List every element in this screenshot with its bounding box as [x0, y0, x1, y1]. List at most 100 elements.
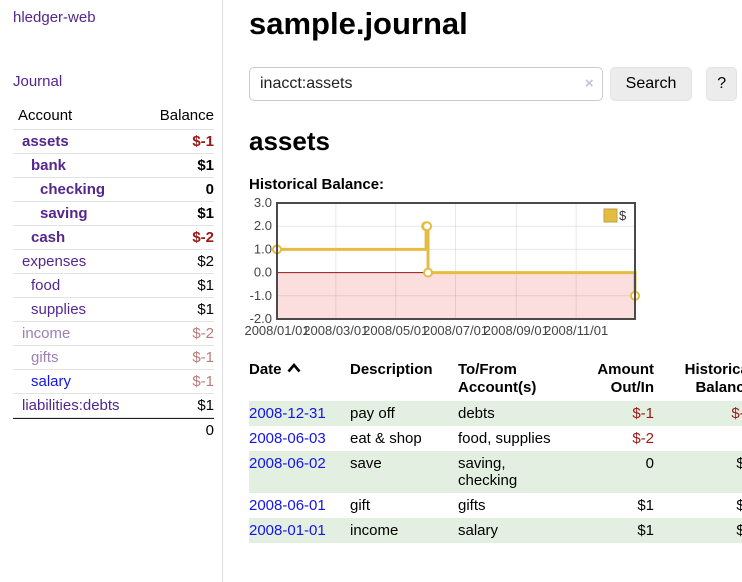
search-form: × Search ? [249, 67, 737, 101]
account-row: cash $-2 [13, 226, 214, 250]
account-link[interactable]: income [22, 325, 71, 342]
column-header-description: Description [350, 361, 433, 378]
sidebar-item-journal[interactable]: Journal [13, 73, 63, 90]
legend-label: $ [619, 208, 627, 223]
accounts-header-balance: Balance [159, 107, 214, 124]
transaction-date-link[interactable]: 2008-12-31 [249, 405, 326, 422]
account-balance: $1 [197, 301, 214, 318]
plot-border [276, 202, 636, 320]
account-link[interactable]: liabilities:debts [22, 397, 120, 414]
y-axis-tick-label: -2.0 [250, 311, 272, 326]
account-link[interactable]: bank [31, 157, 67, 174]
transaction-balance: $1 [736, 522, 742, 539]
transaction-accounts: saving, checking [458, 455, 518, 489]
transaction-amount: $1 [637, 522, 654, 539]
account-row: income $-2 [13, 322, 214, 346]
account-balance: $-2 [192, 325, 214, 342]
legend-swatch [603, 208, 618, 223]
page-title: sample.journal [249, 6, 468, 41]
accounts-rows: assets $-1 bank $1 checking 0 saving $1 cash $-2 e… [13, 130, 214, 418]
transaction-accounts: salary [458, 522, 499, 539]
help-button[interactable]: ? [706, 67, 737, 101]
transactions-header-row: Date Description To/From Account(s) Amou… [249, 359, 742, 401]
transaction-accounts: food, supplies [458, 430, 551, 447]
transaction-balance: 0 [658, 426, 742, 451]
historical-balance-chart: $3.0 2.0 1.0 0.0 -1.0 -2.0 2008/01/01 2008/03/0… [244, 195, 737, 343]
data-point-marker [423, 267, 434, 278]
account-heading: assets [249, 126, 330, 156]
account-row: expenses $2 [13, 250, 214, 274]
app-title-link[interactable]: hledger-web [13, 9, 96, 26]
accounts-total-value: 0 [205, 422, 214, 439]
account-link[interactable]: supplies [31, 301, 87, 318]
transaction-row: 2008-01-01 income salary $1 $1 [249, 518, 742, 543]
transaction-accounts: gifts [458, 497, 486, 514]
transaction-amount: $-1 [632, 405, 654, 422]
main-content: sample.journal × Search ? assets Histori… [244, 0, 742, 582]
accounts-table-header: Account Balance [13, 104, 214, 130]
account-row: liabilities:debts $1 [13, 394, 214, 418]
transaction-date-link[interactable]: 2008-01-01 [249, 522, 326, 539]
transactions-table: Date Description To/From Account(s) Amou… [249, 359, 742, 543]
account-link[interactable]: salary [31, 373, 72, 390]
account-row: checking 0 [13, 178, 214, 202]
column-header-balance: Historical Balance [684, 361, 742, 396]
transaction-row: 2008-06-01 gift gifts $1 $2 [249, 493, 742, 518]
transaction-description: gift [350, 497, 371, 514]
account-balance: $1 [197, 397, 214, 414]
account-link[interactable]: cash [31, 229, 66, 246]
transaction-date-link[interactable]: 2008-06-01 [249, 497, 326, 514]
column-header-date[interactable]: Date [249, 359, 346, 401]
negative-region [277, 272, 635, 319]
account-balance: $1 [197, 277, 214, 294]
account-link[interactable]: food [31, 277, 61, 294]
column-header-amount: Amount Out/In [597, 361, 654, 396]
clear-search-icon[interactable]: × [584, 75, 594, 92]
accounts-header-account: Account [18, 107, 73, 124]
account-link[interactable]: expenses [22, 253, 87, 270]
transaction-description: save [350, 455, 382, 472]
search-button[interactable]: Search [609, 67, 693, 101]
transaction-row: 2008-06-03 eat & shop food, supplies $-20 [249, 426, 742, 451]
account-balance: $2 [197, 253, 214, 270]
account-balance: 0 [205, 181, 214, 198]
account-balance: $1 [197, 205, 214, 222]
transaction-date-link[interactable]: 2008-06-02 [249, 455, 326, 472]
x-axis-tick-label: 2008/11/01 [544, 323, 608, 338]
y-axis-tick-label: 1.0 [254, 241, 272, 256]
y-axis-tick-label: 2.0 [254, 218, 272, 233]
account-link[interactable]: gifts [31, 349, 59, 366]
accounts-table: Account Balance assets $-1 bank $1 checking 0… [13, 104, 214, 442]
column-header-account: To/From Account(s) [458, 361, 537, 396]
y-axis-tick-label: 3.0 [254, 195, 272, 210]
account-balance: $1 [197, 157, 214, 174]
account-balance: $-1 [192, 349, 214, 366]
transaction-amount: $-2 [632, 430, 654, 447]
transaction-amount: 0 [645, 455, 654, 472]
account-balance: $-2 [192, 229, 214, 246]
account-row: bank $1 [13, 154, 214, 178]
sort-ascending-icon [287, 362, 301, 373]
accounts-total-row: 0 [13, 418, 214, 442]
data-point-marker [422, 221, 433, 232]
x-axis-tick-label: 2008/09/01 [484, 323, 549, 338]
y-axis-tick-label: -1.0 [250, 288, 272, 303]
account-link[interactable]: checking [40, 181, 106, 198]
account-link[interactable]: saving [40, 205, 88, 222]
search-input[interactable] [249, 67, 603, 101]
account-row: gifts $-1 [13, 346, 214, 370]
account-row: salary $-1 [13, 370, 214, 394]
transaction-description: pay off [350, 405, 395, 422]
search-input-wrap: × [249, 67, 603, 101]
account-balance: $-1 [192, 133, 214, 150]
account-link[interactable]: assets [22, 133, 69, 150]
transaction-balance: $2 [736, 455, 742, 472]
transaction-date-link[interactable]: 2008-06-03 [249, 430, 326, 447]
y-axis-tick-label: 0.0 [254, 265, 272, 280]
transaction-row: 2008-12-31 pay off debts $-1 $-1 [249, 401, 742, 426]
account-balance: $-1 [192, 373, 214, 390]
transaction-balance: $-1 [731, 405, 742, 422]
account-row: saving $1 [13, 202, 214, 226]
account-row: supplies $1 [13, 298, 214, 322]
x-axis-tick-label: 2008/01/01 [244, 323, 309, 338]
